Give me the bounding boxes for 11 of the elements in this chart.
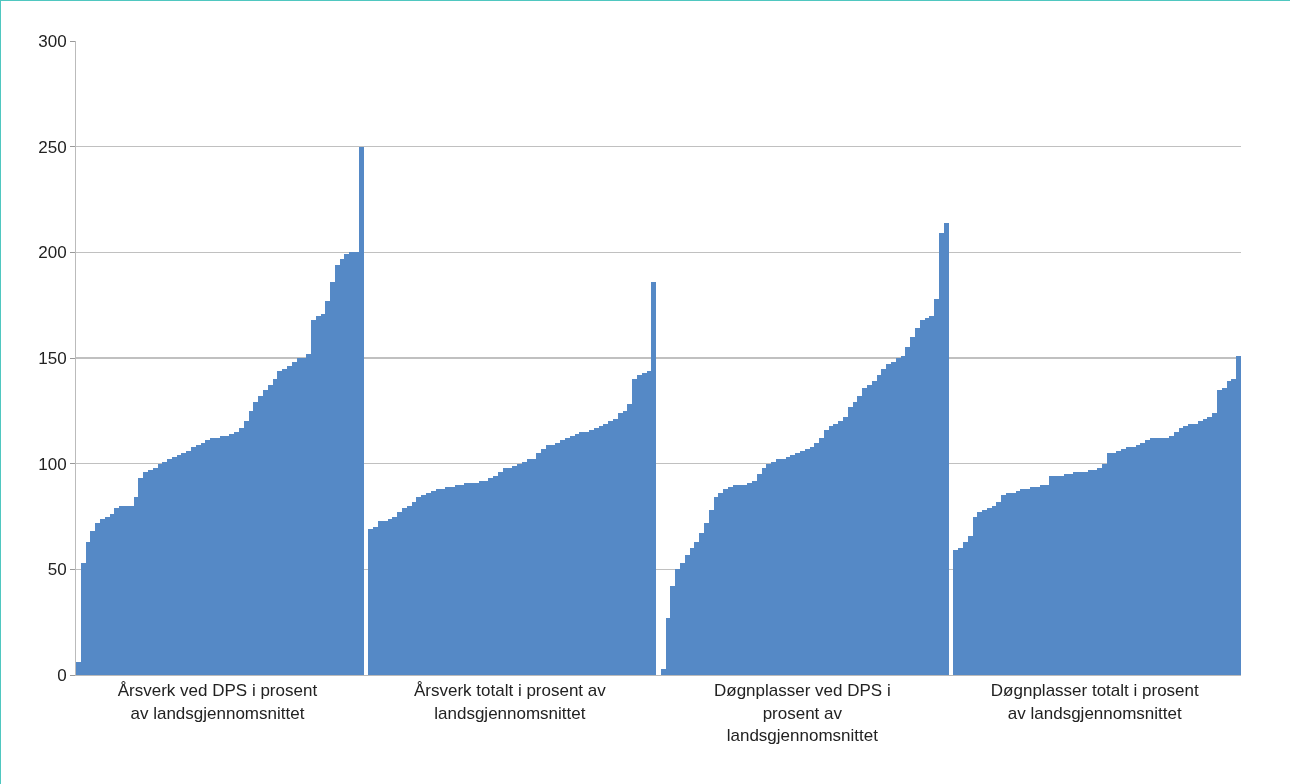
x-tick-label: Årsverk ved DPS i prosent av landsgjennomsnittet <box>117 681 318 723</box>
x-tick-label: Døgnplasser totalt i prosent av landsgjennomsnittet <box>990 681 1199 723</box>
x-tick-label: Døgnplasser ved DPS i prosent av landsgjennomsnittet <box>713 681 891 745</box>
y-tick-label: 250 <box>38 137 67 157</box>
y-tick-label: 100 <box>38 454 67 474</box>
y-tick-label: 50 <box>47 560 67 580</box>
y-tick-label: 0 <box>57 665 67 685</box>
y-tick-label: 300 <box>38 31 67 51</box>
y-tick-label: 200 <box>38 243 67 263</box>
y-tick-label: 150 <box>38 348 67 368</box>
x-tick-label: Årsverk totalt i prosent av landsgjennomsnittet <box>413 681 607 723</box>
